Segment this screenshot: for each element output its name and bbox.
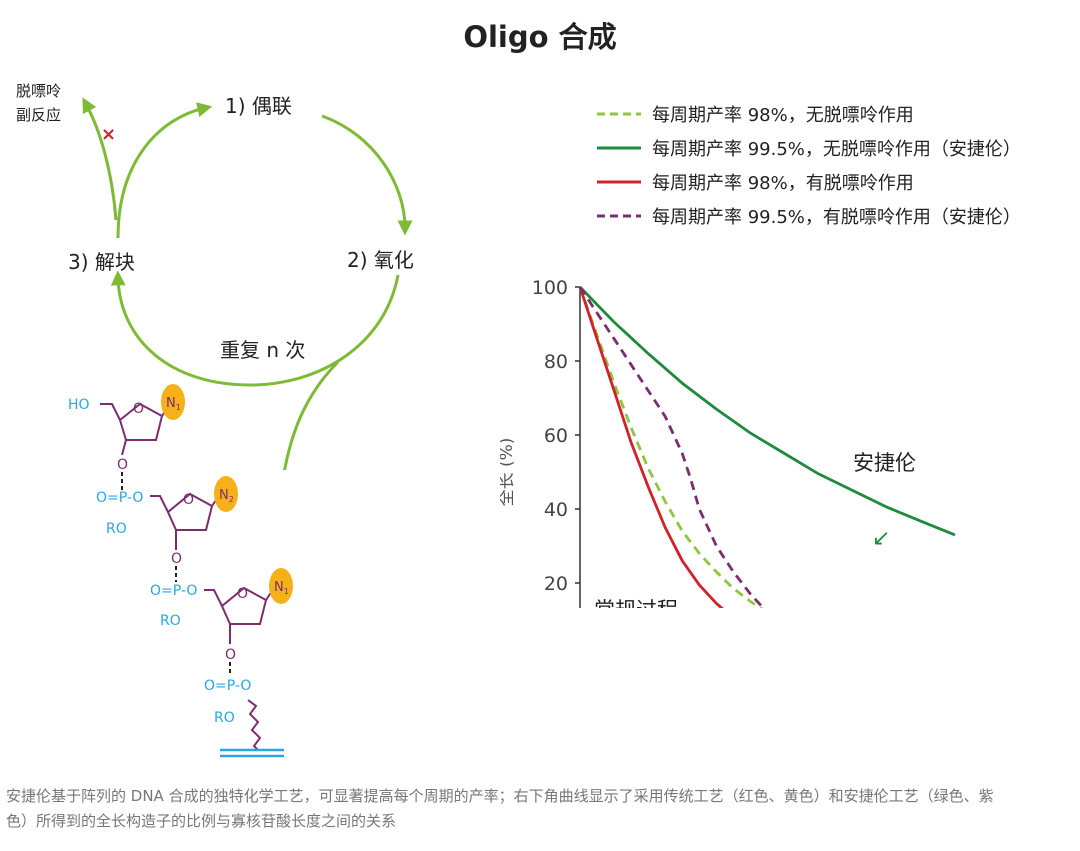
legend-label-1: 每周期产率 98%，无脱嘌呤作用 bbox=[652, 105, 914, 126]
nucleotide-1 bbox=[100, 384, 185, 456]
figure-caption: 安捷伦基于阵列的 DNA 合成的独特化学工艺，可显著提高每个周期的产率；右下角曲… bbox=[6, 787, 994, 830]
cycle-repeat-label: 重复 n 次 bbox=[220, 338, 306, 362]
synthesis-cycle-diagram bbox=[82, 97, 413, 470]
ro-label-3: RO bbox=[214, 710, 235, 726]
arrow-oxidize-to-decap bbox=[110, 270, 400, 387]
arrow-couple-to-oxidize bbox=[321, 114, 413, 236]
chart-series bbox=[578, 286, 956, 608]
legend-label-3: 每周期产率 98%，有脱嘌呤作用 bbox=[652, 173, 914, 194]
ring-oxygen-2: O bbox=[183, 492, 194, 508]
chart-axes: 020406080100050100150200寡核苷酸长度 (mer)全长 (… bbox=[500, 277, 581, 608]
ro-label-1: RO bbox=[106, 521, 127, 537]
base-n2-label: N2 bbox=[219, 488, 234, 504]
oligo-structure: HO O=P-O RO O=P-O RO O=P-O RO O O O O O … bbox=[68, 384, 293, 758]
ring-oxygen-3: O bbox=[237, 586, 248, 602]
base-n1-bottom bbox=[269, 568, 293, 604]
y-axis-label: 全长 (%) bbox=[500, 438, 517, 507]
ho-label: HO bbox=[68, 397, 90, 413]
side-reaction-label-2: 副反应 bbox=[16, 106, 62, 124]
y-tick-label-40: 40 bbox=[544, 499, 568, 521]
cycle-step-oxidation: 2) 氧化 bbox=[347, 248, 414, 272]
arrow-depurination bbox=[82, 97, 118, 221]
chart-annotations: 安捷伦常规过程 ↙ bbox=[594, 451, 916, 608]
annotation-agilent: 安捷伦 bbox=[853, 451, 916, 475]
phosphate-label-2: O=P-O bbox=[150, 583, 197, 599]
linker bbox=[247, 699, 262, 751]
phosphate-label-1: O=P-O bbox=[96, 490, 143, 506]
phosphate-label-3: O=P-O bbox=[204, 678, 251, 694]
nucleotide-3 bbox=[204, 568, 293, 644]
y-tick-label-100: 100 bbox=[532, 277, 568, 299]
series-line-4 bbox=[578, 286, 766, 608]
base-n2 bbox=[214, 476, 238, 512]
blocked-x-icon: × bbox=[101, 124, 117, 145]
base-n1-bottom-label: N1 bbox=[274, 580, 289, 596]
annotation-conventional: 常规过程 bbox=[594, 598, 678, 608]
y-tick-label-80: 80 bbox=[544, 351, 568, 373]
base-n1-top bbox=[161, 384, 185, 420]
legend-label-2: 每周期产率 99.5%，无脱嘌呤作用（安捷伦） bbox=[652, 139, 1021, 160]
y-tick-label-60: 60 bbox=[544, 425, 568, 447]
ring-oxygen-1: O bbox=[133, 401, 144, 417]
side-reaction-label-1: 脱嘌呤 bbox=[16, 82, 62, 100]
figure-title: Oligo 合成 bbox=[463, 20, 617, 54]
nucleotide-2 bbox=[150, 476, 238, 550]
series-line-3 bbox=[578, 286, 724, 608]
y-tick-label-20: 20 bbox=[544, 573, 568, 595]
ro-label-2: RO bbox=[160, 613, 181, 629]
arrow-to-molecule bbox=[283, 360, 340, 470]
arrow-decap-to-couple bbox=[116, 102, 213, 239]
cycle-step-deblocking: 3) 解块 bbox=[68, 250, 135, 274]
series-line-2 bbox=[578, 286, 956, 537]
base-n1-top-label: N1 bbox=[166, 396, 181, 412]
cycle-step-coupling: 1) 偶联 bbox=[225, 94, 292, 118]
linkage-oxygen-1: O bbox=[117, 457, 128, 473]
linkage-oxygen-2: O bbox=[171, 551, 182, 567]
annotation-arrow-icon: ↙ bbox=[872, 526, 890, 551]
linkage-oxygen-3: O bbox=[225, 647, 236, 663]
legend-label-4: 每周期产率 99.5%，有脱嘌呤作用（安捷伦） bbox=[652, 207, 1021, 228]
